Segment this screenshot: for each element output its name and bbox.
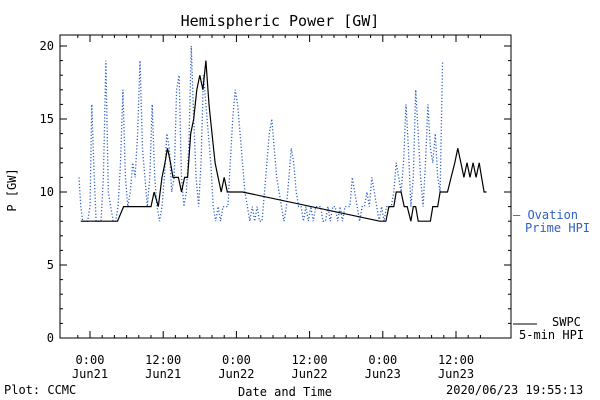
legend-ovation-line2: Prime HPI	[525, 221, 590, 235]
plot-credit: Plot: CCMC	[4, 383, 77, 397]
legend-swpc-line1: SWPC	[552, 315, 581, 329]
x-axis-label: Date and Time	[238, 385, 332, 399]
y-tick-label: 0	[47, 331, 54, 345]
x-tick-label-time: 0:00	[368, 353, 397, 367]
series-layer	[78, 45, 487, 222]
legend-swpc-line2: 5-min HPI	[519, 328, 584, 342]
x-tick-label-date: Jun22	[292, 367, 328, 381]
series-ovation-line	[78, 45, 444, 222]
y-axis-label: P [GW]	[5, 168, 19, 211]
x-tick-label-date: Jun21	[145, 367, 181, 381]
x-tick-label-time: 12:00	[145, 353, 181, 367]
plot-timestamp: 2020/06/23 19:55:13	[446, 383, 584, 397]
x-tick-label-time: 0:00	[222, 353, 251, 367]
x-tick-label-time: 0:00	[76, 353, 105, 367]
x-tick-label-date: Jun21	[72, 367, 108, 381]
chart-title: Hemispheric Power [GW]	[181, 12, 380, 30]
plot-frame	[59, 34, 512, 339]
y-ticks: 0 5 10 15 20	[40, 39, 511, 345]
x-tick-label-time: 12:00	[292, 353, 328, 367]
y-tick-label: 10	[40, 185, 54, 199]
legend-ovation-line1: — Ovation	[513, 208, 578, 222]
y-tick-label: 15	[40, 112, 54, 126]
x-ticks: 0:00Jun2112:00Jun210:00Jun2212:00Jun220:…	[72, 35, 481, 381]
y-tick-label: 20	[40, 39, 54, 53]
x-tick-label-date: Jun22	[218, 367, 254, 381]
series-swpc-line	[80, 60, 487, 222]
x-tick-label-time: 12:00	[438, 353, 474, 367]
x-tick-label-date: Jun23	[438, 367, 474, 381]
x-tick-label-date: Jun23	[365, 367, 401, 381]
y-tick-label: 5	[47, 258, 54, 272]
